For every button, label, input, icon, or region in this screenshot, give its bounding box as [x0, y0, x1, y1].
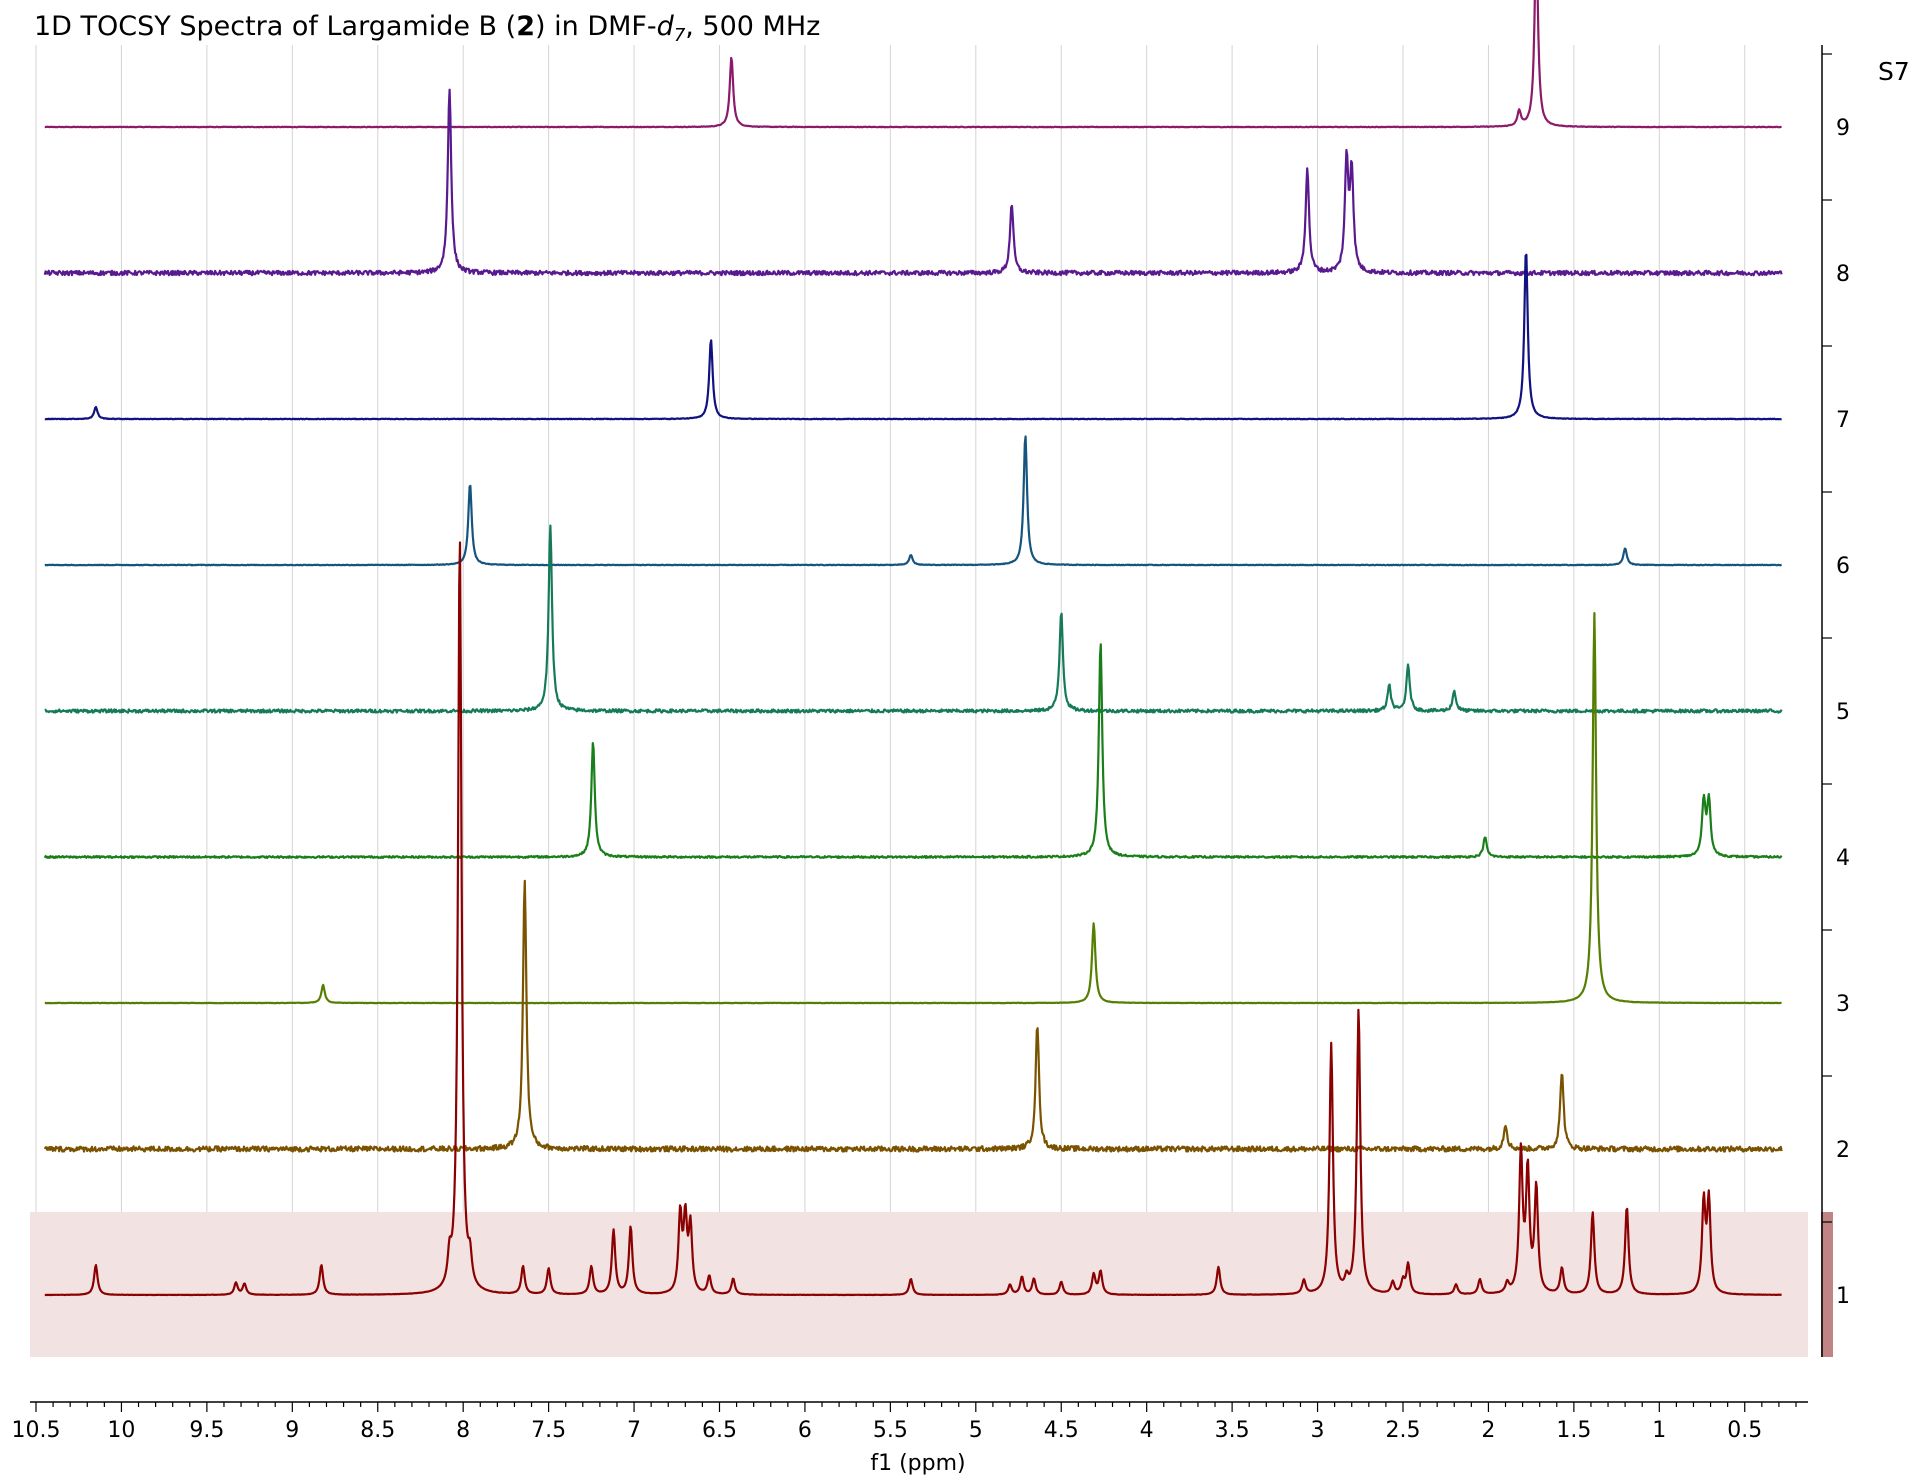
trace-6 [44, 435, 1782, 567]
x-tick-label-8.5: 8.5 [360, 1418, 395, 1443]
title-subscript: 7 [674, 25, 686, 46]
trace-9 [44, 0, 1782, 129]
chart-title: 1D TOCSY Spectra of Largamide B (2) in D… [34, 11, 820, 46]
title-italic: d [657, 11, 675, 42]
trace-label-6: 6 [1836, 554, 1850, 579]
page-label: S7 [1878, 57, 1910, 86]
title-middle: ) in DMF- [535, 11, 657, 42]
trace-2 [43, 879, 1783, 1153]
trace-label-1: 1 [1836, 1284, 1850, 1309]
x-tick-label-0.5: 0.5 [1727, 1418, 1762, 1443]
x-tick-label-2: 2 [1481, 1418, 1495, 1443]
title-prefix: 1D TOCSY Spectra of Largamide B ( [34, 11, 516, 42]
trace-label-8: 8 [1836, 262, 1850, 287]
x-tick-label-1.5: 1.5 [1556, 1418, 1591, 1443]
highlight-band [30, 1212, 1808, 1357]
x-tick-label-2.5: 2.5 [1385, 1418, 1420, 1443]
title-suffix: , 500 MHz [685, 11, 820, 42]
trace-7 [44, 253, 1782, 421]
x-tick-label-9.5: 9.5 [189, 1418, 224, 1443]
x-tick-label-9: 9 [285, 1418, 299, 1443]
x-tick-label-3: 3 [1311, 1418, 1325, 1443]
spectra-traces [43, 0, 1783, 1297]
trace-4 [43, 643, 1783, 860]
highlight-marker [1821, 1212, 1833, 1357]
x-tick-label-5: 5 [969, 1418, 983, 1443]
x-tick-label-10.5: 10.5 [12, 1418, 61, 1443]
grid-lines [35, 45, 1746, 1357]
trace-label-3: 3 [1836, 992, 1850, 1017]
x-tick-label-1: 1 [1652, 1418, 1666, 1443]
trace-label-9: 9 [1836, 116, 1850, 141]
x-axis: 10.5 10 9.5 9 8.5 8 7.5 7 6.5 6 5.5 5 4.5 4 3.5 3 2.5 2 1.… [12, 1401, 1808, 1443]
x-tick-label-10: 10 [107, 1418, 135, 1443]
trace-axis: 1 2 3 4 5 6 7 8 9 [1821, 45, 1850, 1357]
trace-3 [44, 611, 1782, 1005]
x-tick-label-3.5: 3.5 [1215, 1418, 1250, 1443]
trace-8 [43, 88, 1783, 277]
trace-5 [44, 524, 1783, 714]
trace-label-2: 2 [1836, 1138, 1850, 1163]
x-tick-label-5.5: 5.5 [873, 1418, 908, 1443]
trace-label-7: 7 [1836, 408, 1850, 433]
x-tick-label-4.5: 4.5 [1044, 1418, 1079, 1443]
trace-label-4: 4 [1836, 846, 1850, 871]
trace-1 [44, 541, 1782, 1297]
x-axis-label: f1 (ppm) [870, 1451, 965, 1476]
trace-label-5: 5 [1836, 700, 1850, 725]
x-tick-label-4: 4 [1140, 1418, 1154, 1443]
x-tick-label-6.5: 6.5 [702, 1418, 737, 1443]
x-tick-label-7: 7 [627, 1418, 641, 1443]
x-tick-label-6: 6 [798, 1418, 812, 1443]
x-tick-label-8: 8 [456, 1418, 470, 1443]
title-bold: 2 [516, 11, 535, 42]
x-tick-label-7.5: 7.5 [531, 1418, 566, 1443]
